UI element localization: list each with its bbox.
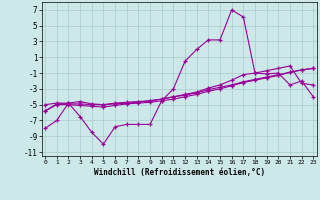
- X-axis label: Windchill (Refroidissement éolien,°C): Windchill (Refroidissement éolien,°C): [94, 168, 265, 177]
